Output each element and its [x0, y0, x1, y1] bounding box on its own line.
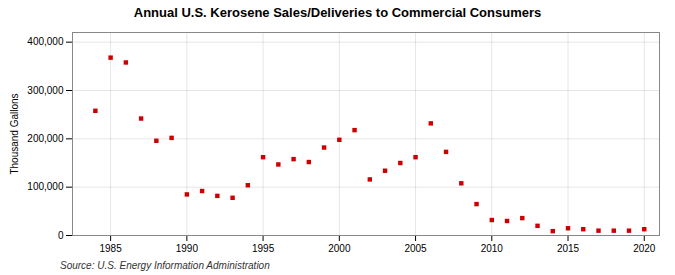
- svg-text:1985: 1985: [99, 243, 122, 254]
- svg-text:2020: 2020: [633, 243, 656, 254]
- svg-text:200,000: 200,000: [27, 133, 64, 144]
- svg-text:2015: 2015: [557, 243, 580, 254]
- svg-text:100,000: 100,000: [27, 181, 64, 192]
- svg-text:2010: 2010: [481, 243, 504, 254]
- svg-text:1995: 1995: [252, 243, 275, 254]
- html-text:Annual U.S. Kerosene Sales/Del: Annual U.S. Kerosene Sales/Deliveries to…: [133, 5, 542, 20]
- svg-text:300,000: 300,000: [27, 85, 64, 96]
- svg-text:0: 0: [58, 230, 64, 241]
- html-text:Source: U.S. Energy Informatio: Source: U.S. Energy Information Administ…: [60, 260, 270, 271]
- svg-text:2000: 2000: [328, 243, 351, 254]
- svg-text:400,000: 400,000: [27, 36, 64, 47]
- svg-text:2005: 2005: [404, 243, 427, 254]
- svg-text:1990: 1990: [176, 243, 199, 254]
- svg-text:Thousand Gallons: Thousand Gallons: [9, 93, 20, 174]
